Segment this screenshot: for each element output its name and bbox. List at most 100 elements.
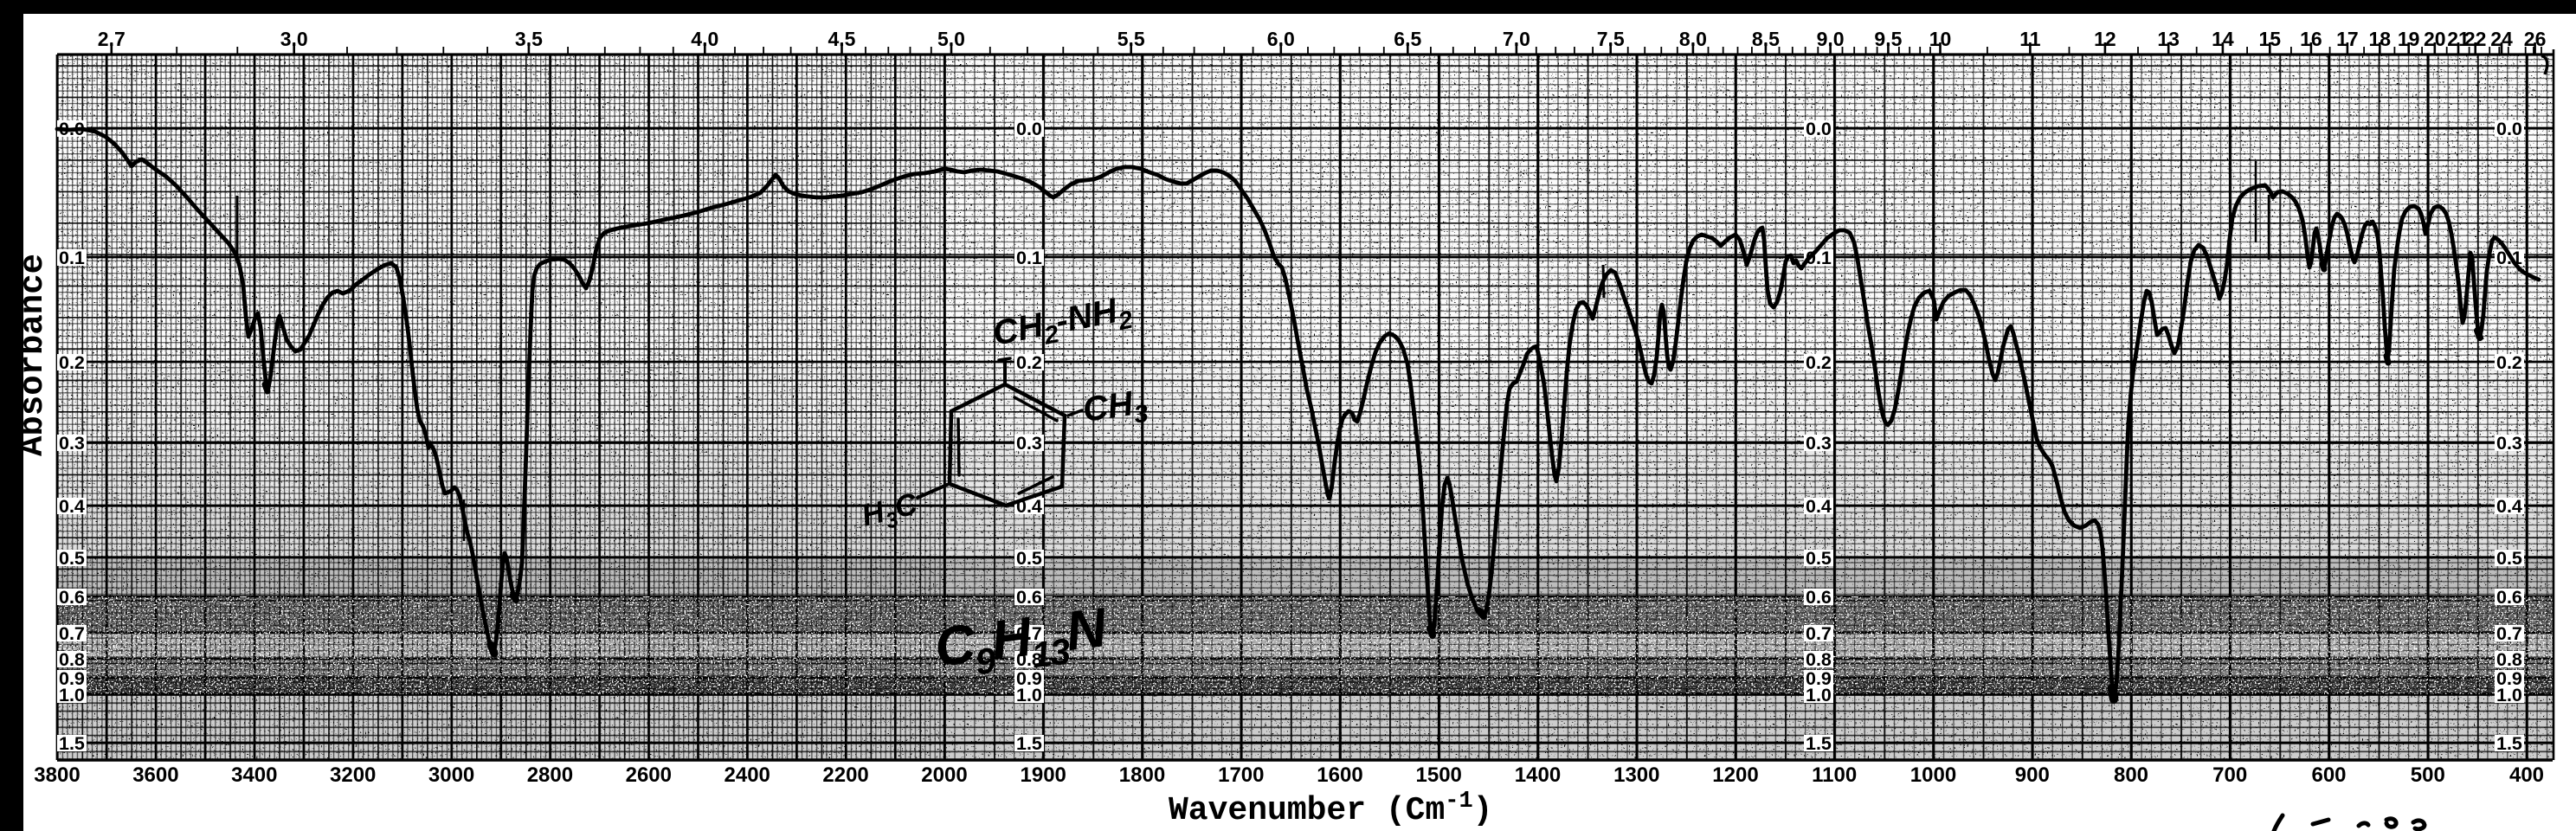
svg-text:1900: 1900 bbox=[1021, 763, 1066, 787]
svg-text:0.8: 0.8 bbox=[2496, 649, 2522, 670]
svg-text:4.5: 4.5 bbox=[828, 28, 856, 50]
svg-text:1200: 1200 bbox=[1712, 763, 1758, 787]
svg-text:8.0: 8.0 bbox=[1679, 28, 1707, 50]
svg-text:1.5: 1.5 bbox=[59, 733, 85, 754]
svg-text:2600: 2600 bbox=[626, 763, 672, 787]
svg-text:0.3: 0.3 bbox=[2496, 433, 2522, 454]
svg-text:0.9: 0.9 bbox=[1806, 668, 1832, 689]
svg-text:3200: 3200 bbox=[330, 763, 376, 787]
svg-text:0.9: 0.9 bbox=[1016, 668, 1042, 689]
svg-text:12: 12 bbox=[2094, 28, 2116, 50]
svg-text:1700: 1700 bbox=[1218, 763, 1264, 787]
svg-text:10: 10 bbox=[1929, 28, 1952, 50]
svg-text:0.0: 0.0 bbox=[2496, 119, 2522, 139]
svg-text:0.7: 0.7 bbox=[59, 623, 85, 644]
svg-text:3600: 3600 bbox=[132, 763, 178, 787]
svg-text:16: 16 bbox=[2300, 28, 2322, 50]
svg-text:1.0: 1.0 bbox=[2496, 685, 2522, 705]
svg-text:1300: 1300 bbox=[1613, 763, 1659, 787]
svg-text:0.7: 0.7 bbox=[1016, 623, 1042, 644]
svg-text:0.3: 0.3 bbox=[1806, 433, 1832, 454]
svg-text:3400: 3400 bbox=[231, 763, 277, 787]
svg-text:2200: 2200 bbox=[822, 763, 868, 787]
svg-text:13: 13 bbox=[2157, 28, 2180, 50]
svg-text:9.0: 9.0 bbox=[1817, 28, 1845, 50]
svg-text:Wavenumber (Cm-1): Wavenumber (Cm-1) bbox=[1169, 789, 1492, 829]
svg-text:0.2: 0.2 bbox=[1016, 352, 1042, 373]
svg-text:0.6: 0.6 bbox=[59, 587, 85, 608]
svg-text:0.3: 0.3 bbox=[59, 433, 85, 454]
svg-text:1100: 1100 bbox=[1812, 763, 1857, 787]
svg-text:24: 24 bbox=[2490, 28, 2513, 50]
svg-text:14: 14 bbox=[2212, 28, 2234, 50]
svg-text:0.5: 0.5 bbox=[1806, 548, 1832, 569]
svg-text:400: 400 bbox=[2509, 763, 2544, 787]
svg-text:0.0: 0.0 bbox=[1806, 119, 1832, 139]
svg-text:0.9: 0.9 bbox=[2496, 668, 2522, 689]
svg-text:2800: 2800 bbox=[527, 763, 573, 787]
svg-text:1000: 1000 bbox=[1910, 763, 1956, 787]
svg-text:20: 20 bbox=[2424, 28, 2446, 50]
svg-text:0.6: 0.6 bbox=[1016, 587, 1042, 608]
svg-text:0.7: 0.7 bbox=[1806, 623, 1832, 644]
svg-text:18: 18 bbox=[2369, 28, 2392, 50]
svg-text:1600: 1600 bbox=[1317, 763, 1362, 787]
svg-text:0.0: 0.0 bbox=[1016, 119, 1042, 139]
svg-text:4.0: 4.0 bbox=[691, 28, 718, 50]
svg-text:500: 500 bbox=[2411, 763, 2445, 787]
svg-text:8.5: 8.5 bbox=[1752, 28, 1780, 50]
svg-text:3.0: 3.0 bbox=[280, 28, 308, 50]
svg-text:1.5: 1.5 bbox=[1806, 733, 1832, 754]
svg-text:5.0: 5.0 bbox=[937, 28, 965, 50]
svg-text:7.0: 7.0 bbox=[1503, 28, 1530, 50]
svg-text:11: 11 bbox=[2019, 28, 2041, 50]
svg-text:0.5: 0.5 bbox=[2496, 548, 2522, 569]
svg-text:0.2: 0.2 bbox=[1806, 352, 1832, 373]
svg-text:6.5: 6.5 bbox=[1394, 28, 1421, 50]
svg-text:3800: 3800 bbox=[34, 763, 80, 787]
svg-text:0.4: 0.4 bbox=[2496, 496, 2522, 517]
svg-text:15: 15 bbox=[2259, 28, 2282, 50]
svg-text:1.5: 1.5 bbox=[1016, 733, 1042, 754]
svg-text:0.4: 0.4 bbox=[59, 496, 85, 517]
svg-text:26: 26 bbox=[2524, 28, 2547, 50]
svg-text:0.2: 0.2 bbox=[2496, 352, 2522, 373]
svg-text:3000: 3000 bbox=[428, 763, 474, 787]
svg-text:0.8: 0.8 bbox=[1806, 649, 1832, 670]
svg-text:800: 800 bbox=[2114, 763, 2148, 787]
svg-text:21: 21 bbox=[2447, 28, 2470, 50]
svg-text:900: 900 bbox=[2015, 763, 2050, 787]
svg-text:0.1: 0.1 bbox=[1016, 248, 1042, 268]
svg-text:1.0: 1.0 bbox=[59, 685, 85, 705]
svg-text:0.6: 0.6 bbox=[2496, 587, 2522, 608]
svg-text:3.5: 3.5 bbox=[515, 28, 543, 50]
svg-text:19: 19 bbox=[2398, 28, 2420, 50]
svg-text:Absorbance: Absorbance bbox=[14, 254, 52, 456]
svg-text:1500: 1500 bbox=[1416, 763, 1462, 787]
svg-text:22: 22 bbox=[2464, 28, 2487, 50]
svg-text:1.0: 1.0 bbox=[1016, 685, 1042, 705]
svg-text:0.9: 0.9 bbox=[59, 668, 85, 689]
svg-text:0.8: 0.8 bbox=[1016, 649, 1042, 670]
svg-text:2.7: 2.7 bbox=[98, 28, 126, 50]
svg-text:0.4: 0.4 bbox=[1806, 496, 1832, 517]
svg-text:7.5: 7.5 bbox=[1597, 28, 1625, 50]
svg-text:0.7: 0.7 bbox=[2496, 623, 2522, 644]
svg-text:0.5: 0.5 bbox=[1016, 548, 1042, 569]
svg-text:6.0: 6.0 bbox=[1267, 28, 1295, 50]
svg-text:2400: 2400 bbox=[724, 763, 770, 787]
svg-text:700: 700 bbox=[2212, 763, 2247, 787]
svg-text:0.6: 0.6 bbox=[1806, 587, 1832, 608]
svg-text:0.5: 0.5 bbox=[59, 548, 85, 569]
svg-text:0.3: 0.3 bbox=[1016, 433, 1042, 454]
svg-text:1400: 1400 bbox=[1515, 763, 1561, 787]
svg-text:0.1: 0.1 bbox=[59, 248, 85, 268]
svg-text:0.2: 0.2 bbox=[59, 352, 85, 373]
svg-text:9.5: 9.5 bbox=[1874, 28, 1902, 50]
svg-text:1.5: 1.5 bbox=[2496, 733, 2522, 754]
svg-text:1.0: 1.0 bbox=[1806, 685, 1832, 705]
svg-text:0.8: 0.8 bbox=[59, 649, 85, 670]
svg-text:2000: 2000 bbox=[921, 763, 967, 787]
svg-text:1800: 1800 bbox=[1119, 763, 1165, 787]
svg-text:600: 600 bbox=[2311, 763, 2346, 787]
